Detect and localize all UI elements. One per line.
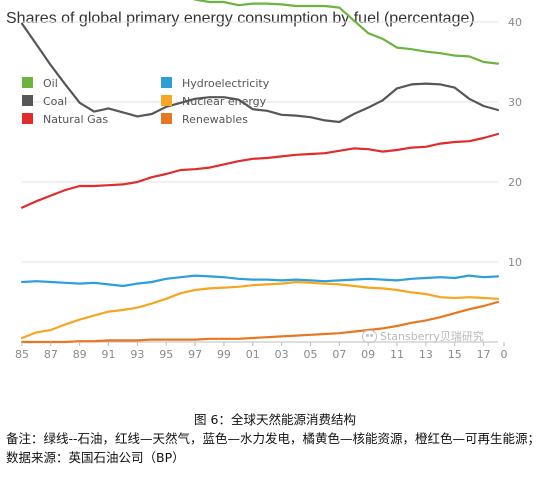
chart-title: Shares of global primary energy consumpt…	[6, 10, 475, 27]
legend: Oil Coal Natural Gas Hydroelectricity Nuclea…	[22, 77, 270, 126]
watermark: Stansberry贝瑞研究	[362, 328, 484, 344]
x-tick-label: 97	[188, 348, 202, 361]
x-tick-label: 87	[44, 348, 58, 361]
series-line-renewables	[20, 300, 500, 344]
series-line-oil	[193, 0, 500, 65]
y-tick-label: 10	[508, 256, 522, 269]
legend-label: Oil	[43, 77, 58, 90]
x-tick-label: 17	[477, 348, 491, 361]
legend-label: Renewables	[182, 113, 248, 126]
legend-swatch	[161, 113, 172, 124]
x-tick-label: 07	[332, 348, 346, 361]
x-axis-ticks: 85 87 89 91 93 95 97 99 01 03 05 07 09 11 13 15 17 0	[15, 342, 508, 361]
legend-label: Natural Gas	[43, 113, 108, 126]
figure-note: 备注：绿线--石油，红线—天然气，蓝色—水力发电，橘黄色—核能资源，橙红色—可再…	[6, 431, 541, 465]
x-tick-label: 89	[73, 348, 87, 361]
x-tick-label: 91	[102, 348, 116, 361]
watermark-text: Stansberry贝瑞研究	[380, 330, 484, 343]
series-line-coal	[20, 22, 500, 124]
legend-label: Hydroelectricity	[182, 77, 270, 90]
legend-swatch	[161, 95, 172, 106]
y-tick-label: 40	[508, 16, 522, 29]
x-tick-label: 03	[275, 348, 289, 361]
y-tick-label: 20	[508, 176, 522, 189]
series-line-nuclear-energy	[20, 280, 500, 340]
y-tick-label: 30	[508, 96, 522, 109]
legend-swatch	[22, 113, 33, 124]
legend-swatch	[22, 95, 33, 106]
legend-label: Nuclear energy	[182, 95, 267, 108]
series-line-hydroelectricity	[20, 274, 500, 288]
series-line-natural-gas	[20, 132, 500, 209]
x-tick-label: 11	[390, 348, 404, 361]
x-tick-label: 01	[246, 348, 260, 361]
wechat-icon	[362, 329, 377, 343]
x-tick-label: 85	[15, 348, 29, 361]
legend-swatch	[161, 77, 172, 88]
legend-swatch	[22, 77, 33, 88]
x-tick-label: 13	[419, 348, 433, 361]
x-tick-label: 09	[361, 348, 375, 361]
figure-caption: 图 6：全球天然能源消费结构	[194, 412, 356, 427]
x-tick-label: 15	[448, 348, 462, 361]
series-lines	[20, 0, 500, 344]
x-tick-label: 0	[501, 348, 508, 361]
x-tick-label: 93	[130, 348, 144, 361]
gridlines	[22, 21, 498, 343]
legend-label: Coal	[43, 95, 67, 108]
x-tick-label: 05	[303, 348, 317, 361]
y-axis-ticks: 1020304050	[508, 16, 522, 269]
x-tick-label: 95	[159, 348, 173, 361]
x-tick-label: 99	[217, 348, 231, 361]
